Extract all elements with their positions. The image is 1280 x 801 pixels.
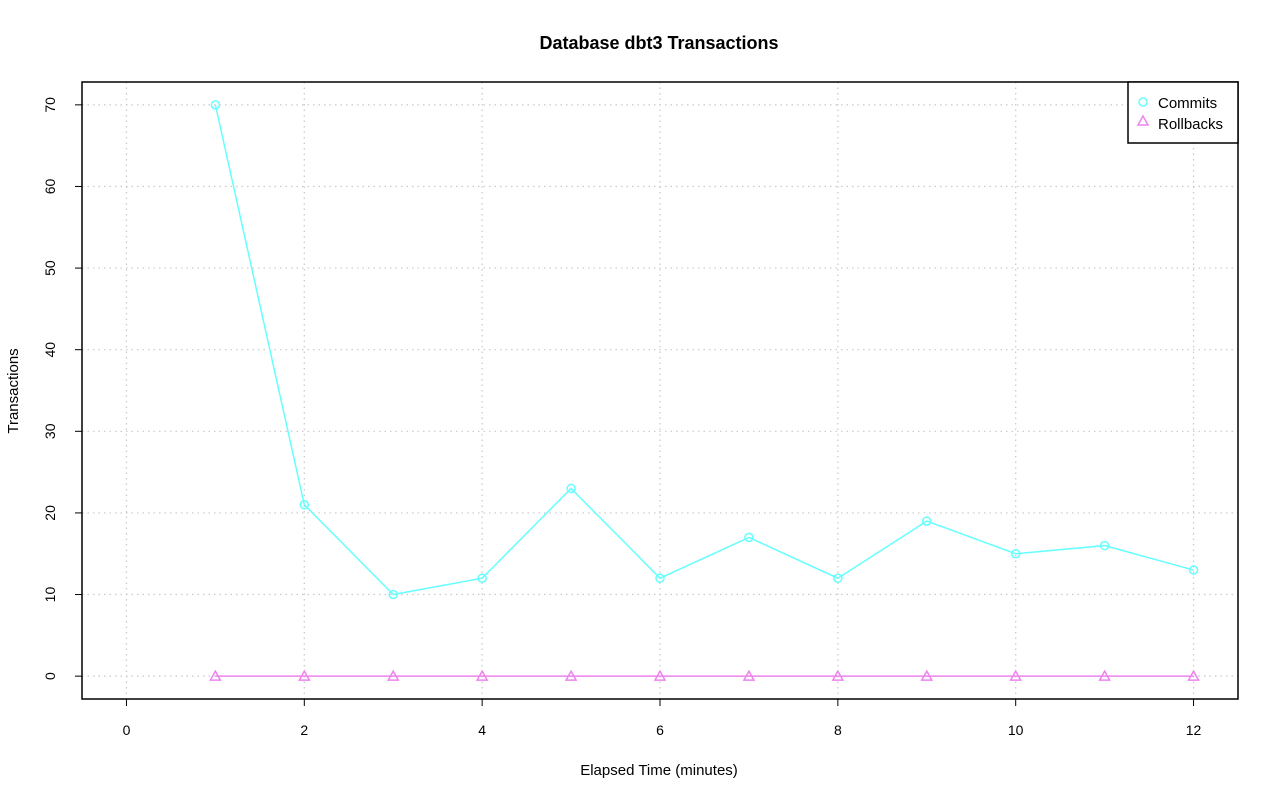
rollbacks-point bbox=[1187, 669, 1200, 681]
series-layer bbox=[209, 100, 1200, 681]
commits-point bbox=[210, 100, 221, 110]
commits-point bbox=[1188, 565, 1199, 575]
y-tick-label: 50 bbox=[42, 260, 58, 276]
commits-point bbox=[566, 483, 576, 494]
rollbacks-point bbox=[920, 669, 934, 681]
commits-point bbox=[655, 573, 665, 583]
legend-box bbox=[1127, 81, 1239, 144]
rollbacks-point bbox=[831, 669, 845, 681]
legend-commits-label: Commits bbox=[1158, 95, 1217, 112]
x-tick-label: 8 bbox=[834, 722, 842, 738]
commits-point bbox=[922, 516, 932, 526]
y-axis-label: Transactions bbox=[5, 348, 22, 433]
commits-point bbox=[388, 589, 398, 600]
y-tick-label: 0 bbox=[42, 672, 58, 680]
legend: Commits Rollbacks bbox=[1127, 81, 1239, 144]
x-tick-label: 6 bbox=[656, 722, 664, 738]
legend-commits-marker bbox=[1138, 97, 1148, 107]
x-tick-label: 12 bbox=[1186, 722, 1202, 738]
commits-point bbox=[744, 532, 754, 543]
rollbacks-point bbox=[653, 669, 667, 681]
rollbacks-point bbox=[564, 669, 578, 681]
rollbacks-point bbox=[1098, 669, 1111, 681]
commits-point bbox=[833, 573, 843, 583]
chart-title: Database dbt3 Transactions bbox=[539, 33, 778, 53]
series-line-commits bbox=[214, 104, 1194, 596]
y-axis: 0 10 20 30 40 50 60 70 bbox=[42, 97, 82, 680]
y-tick-label: 60 bbox=[42, 178, 58, 194]
x-tick-label: 10 bbox=[1008, 722, 1024, 738]
commits-point bbox=[1099, 540, 1110, 551]
x-axis: 0 2 4 6 8 10 12 bbox=[123, 699, 1202, 738]
y-tick-label: 70 bbox=[42, 97, 58, 113]
x-tick-label: 2 bbox=[300, 722, 308, 738]
y-tick-label: 10 bbox=[42, 587, 58, 603]
y-tick-label: 20 bbox=[42, 505, 58, 521]
y-tick-label: 40 bbox=[42, 342, 58, 358]
x-axis-label: Elapsed Time (minutes) bbox=[580, 762, 738, 779]
rollbacks-point bbox=[742, 669, 756, 681]
rollbacks-point bbox=[209, 669, 222, 681]
rollbacks-point bbox=[475, 669, 489, 681]
commits-point bbox=[477, 573, 487, 583]
x-tick-label: 0 bbox=[123, 722, 131, 738]
rollbacks-point bbox=[1009, 669, 1022, 681]
y-tick-label: 30 bbox=[42, 423, 58, 439]
legend-rollbacks-label: Rollbacks bbox=[1158, 116, 1223, 133]
rollbacks-point bbox=[298, 669, 311, 681]
commits-point bbox=[1010, 548, 1021, 559]
rollbacks-point bbox=[386, 669, 400, 681]
grid-lines bbox=[82, 82, 1238, 699]
commits-point bbox=[299, 500, 310, 510]
legend-rollbacks-marker bbox=[1136, 114, 1150, 126]
x-tick-label: 4 bbox=[478, 722, 486, 738]
